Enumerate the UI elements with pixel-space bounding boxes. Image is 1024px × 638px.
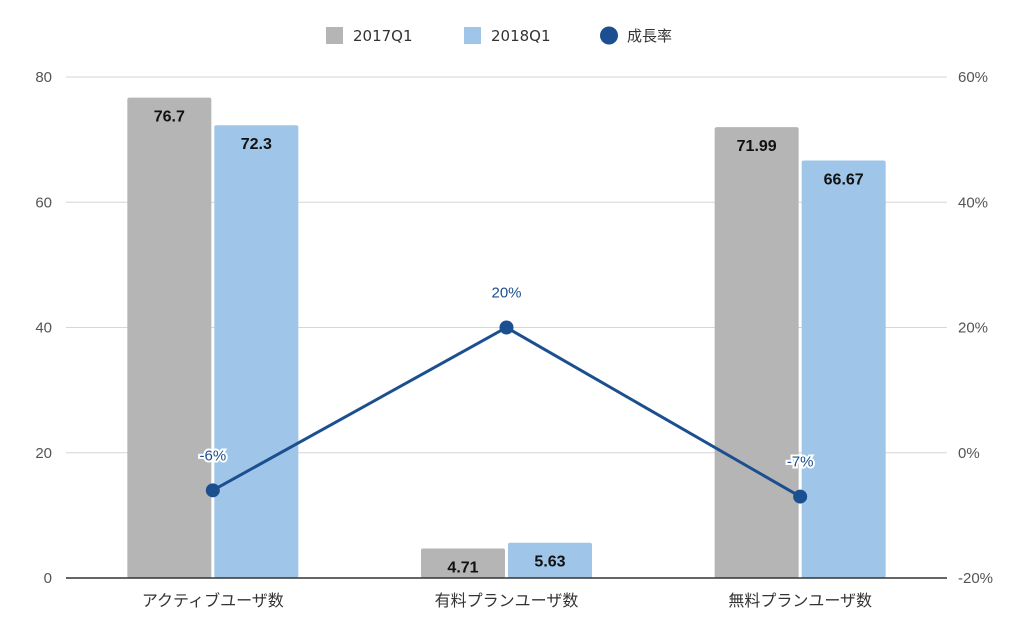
- right-axis-tick-label: 0%: [958, 445, 980, 462]
- bar-data-label: 71.99: [737, 138, 777, 155]
- left-axis-tick-label: 60: [35, 194, 52, 211]
- growth-rate-point: [793, 489, 808, 504]
- bar-2018q1: [508, 542, 592, 578]
- category-label: 無料プランユーザ数: [728, 591, 872, 610]
- legend-swatch-2017q1: [326, 27, 343, 44]
- growth-rate-line: [212, 325, 801, 498]
- growth-rate-label: -7%: [787, 454, 814, 471]
- bar-2017q1: [714, 127, 799, 578]
- legend-marker-growth-rate: [600, 26, 618, 45]
- bar-2017q1: [127, 97, 212, 578]
- legend-label: 成長率: [627, 27, 672, 45]
- bar-2018q1: [214, 125, 299, 578]
- growth-rate-label: 20%: [491, 285, 521, 302]
- bar-data-label: 4.71: [447, 560, 478, 577]
- bar-2017q1: [421, 548, 505, 578]
- right-axis-tick-label: 20%: [958, 320, 988, 337]
- legend-label: 2017Q1: [353, 27, 413, 45]
- legend-swatch-2018q1: [464, 27, 481, 44]
- right-axis-tick-label: 60%: [958, 69, 988, 86]
- right-axis-tick-label: -20%: [958, 570, 993, 587]
- bar-data-label: 66.67: [824, 171, 864, 188]
- right-axis-tick-label: 40%: [958, 194, 988, 211]
- left-axis-tick-label: 20: [35, 445, 52, 462]
- category-label: 有料プランユーザ数: [435, 591, 579, 610]
- growth-rate-point: [499, 320, 514, 335]
- left-axis-tick-label: 0: [44, 570, 52, 587]
- bar-2018q1: [801, 160, 886, 578]
- growth-rate-point: [205, 483, 220, 498]
- left-axis-tick-label: 40: [35, 320, 52, 337]
- category-label: アクティブユーザ数: [142, 591, 284, 610]
- bar-data-label: 72.3: [241, 136, 272, 153]
- legend-label: 2018Q1: [491, 27, 551, 45]
- bar-data-label: 76.7: [154, 109, 185, 126]
- growth-rate-label: -6%: [199, 447, 226, 464]
- bar-data-label: 5.63: [534, 554, 565, 571]
- left-axis-tick-label: 80: [35, 69, 52, 86]
